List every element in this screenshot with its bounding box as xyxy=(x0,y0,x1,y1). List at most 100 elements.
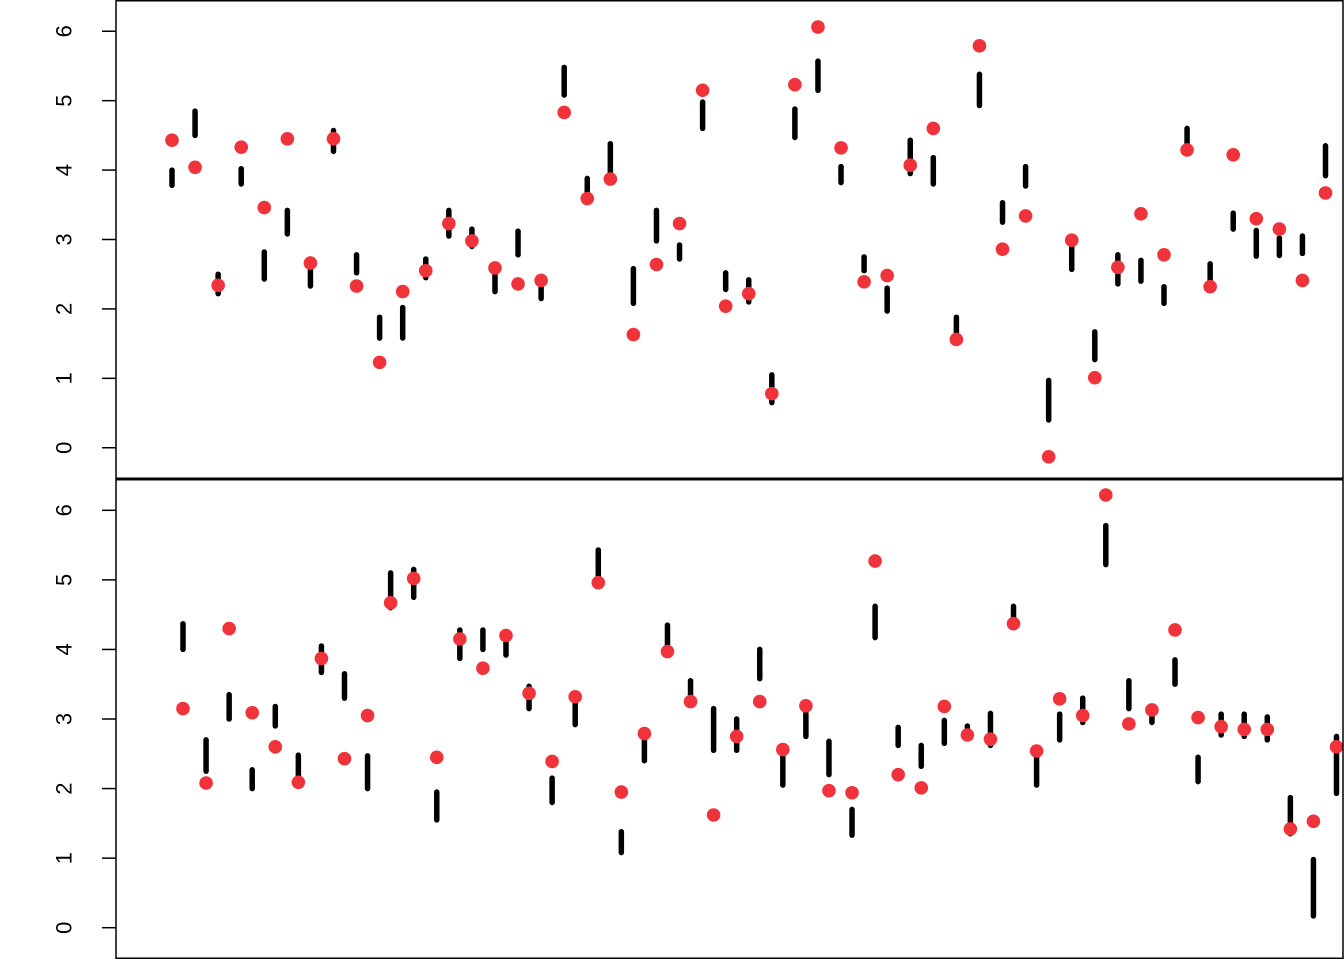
data-point xyxy=(649,257,664,272)
y-tick-label: 4 xyxy=(52,164,77,176)
y-tick-label: 0 xyxy=(52,922,77,934)
data-point xyxy=(937,699,952,714)
data-point xyxy=(1214,719,1228,734)
data-point xyxy=(1099,488,1113,502)
data-point xyxy=(845,785,859,800)
data-point xyxy=(1306,814,1321,829)
data-point xyxy=(614,785,629,799)
data-point xyxy=(1064,233,1079,247)
data-point xyxy=(729,729,744,744)
data-point xyxy=(499,628,513,643)
data-point xyxy=(834,141,848,155)
data-point xyxy=(1018,209,1033,223)
data-point xyxy=(868,554,882,568)
data-point xyxy=(672,216,687,231)
marks xyxy=(176,488,1344,919)
data-point xyxy=(511,277,525,291)
data-point xyxy=(811,20,825,34)
data-point xyxy=(603,172,618,186)
data-point xyxy=(291,775,306,790)
data-point xyxy=(880,268,894,283)
data-point xyxy=(442,216,456,231)
data-point xyxy=(776,742,790,757)
y-tick-label: 5 xyxy=(52,574,77,586)
data-point xyxy=(314,651,329,666)
marks xyxy=(165,20,1333,464)
y-tick-label: 2 xyxy=(52,303,77,315)
data-point xyxy=(406,571,421,586)
data-point xyxy=(1168,623,1182,637)
y-tick-label: 1 xyxy=(52,852,77,864)
data-point xyxy=(522,686,536,701)
data-point xyxy=(222,621,236,636)
data-point xyxy=(1295,273,1310,288)
data-point xyxy=(683,694,698,709)
data-point xyxy=(429,750,444,765)
data-point xyxy=(903,158,918,173)
data-point xyxy=(706,808,721,822)
y-axis: 0 1 2 3 4 5 6 xyxy=(52,25,116,454)
data-point xyxy=(891,767,905,782)
data-point xyxy=(1226,148,1241,162)
data-point xyxy=(752,694,767,709)
data-point xyxy=(188,160,202,175)
data-point xyxy=(383,596,398,610)
y-tick-label: 0 xyxy=(52,442,77,454)
data-point xyxy=(557,105,571,120)
data-point xyxy=(1237,722,1252,737)
data-point xyxy=(1041,449,1056,464)
data-point xyxy=(349,279,364,293)
data-point xyxy=(280,132,295,146)
y-tick-label: 1 xyxy=(52,372,77,384)
data-point xyxy=(360,708,375,723)
data-point xyxy=(1283,822,1298,836)
data-point xyxy=(1180,143,1194,157)
data-point xyxy=(695,83,710,98)
data-point xyxy=(765,386,779,401)
data-point xyxy=(637,726,652,741)
y-tick-label: 3 xyxy=(52,713,77,725)
data-point xyxy=(418,263,433,278)
y-tick-label: 4 xyxy=(52,643,77,655)
data-point xyxy=(1157,247,1171,262)
data-point xyxy=(626,327,641,342)
data-point xyxy=(545,754,559,769)
data-point xyxy=(822,783,836,798)
data-point xyxy=(960,728,975,742)
data-point xyxy=(1088,370,1102,385)
data-point xyxy=(857,275,871,289)
data-point xyxy=(568,689,582,704)
plot-frame xyxy=(115,0,1344,479)
data-point xyxy=(245,705,260,720)
data-point xyxy=(234,140,249,154)
data-point xyxy=(983,732,998,746)
data-point xyxy=(372,355,387,370)
data-point xyxy=(176,701,190,716)
data-point xyxy=(534,273,548,288)
data-point xyxy=(211,278,225,293)
data-point xyxy=(165,133,179,148)
data-point xyxy=(926,121,941,136)
data-point xyxy=(337,751,352,766)
data-point xyxy=(799,698,813,713)
data-point xyxy=(580,191,595,206)
y-tick-label: 6 xyxy=(52,504,77,516)
data-point xyxy=(1318,186,1333,200)
plot-frame xyxy=(115,479,1344,959)
data-point xyxy=(476,661,490,676)
data-point xyxy=(1052,692,1067,706)
data-point xyxy=(1029,744,1044,758)
data-point xyxy=(257,200,272,215)
y-tick-label: 6 xyxy=(52,25,77,37)
data-point xyxy=(199,776,213,790)
y-tick-label: 3 xyxy=(52,233,77,245)
data-point xyxy=(741,286,756,301)
data-point xyxy=(788,77,802,92)
panel-top: 0 1 2 3 4 5 6 xyxy=(52,0,1344,479)
data-point xyxy=(1329,740,1344,754)
data-point xyxy=(1006,616,1021,631)
data-point xyxy=(660,644,675,659)
data-point xyxy=(453,632,467,646)
y-axis: 0 1 2 3 4 5 6 xyxy=(52,504,116,934)
